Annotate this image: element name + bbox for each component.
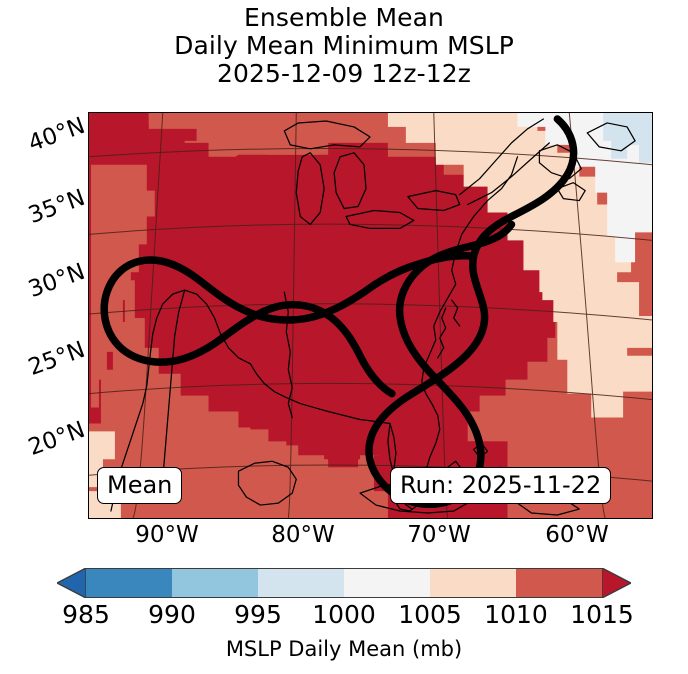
colorbar-tick-1015: 1015 xyxy=(570,600,634,629)
lon-tick-70W: 70°W xyxy=(407,522,471,548)
colorbar-band-1010-1015 xyxy=(516,569,602,597)
colorbar-tick-1010: 1010 xyxy=(484,600,548,629)
title-line-2: Daily Mean Minimum MSLP xyxy=(174,31,514,60)
lat-tick-40N: 40°N xyxy=(25,112,89,158)
figure-title: Ensemble Mean Daily Mean Minimum MSLP 20… xyxy=(0,4,688,88)
colorbar-title: MSLP Daily Mean (mb) xyxy=(225,637,463,661)
colorbar-ticks: 985 990 995 1000 1005 1010 1015 xyxy=(0,600,688,632)
lat-tick-20N: 20°N xyxy=(25,416,89,462)
colorbar-band-985-990 xyxy=(86,569,172,597)
lon-tick-60W: 60°W xyxy=(545,522,609,548)
colorbar-under-arrow xyxy=(57,568,86,598)
title-line-1: Ensemble Mean xyxy=(244,3,444,32)
run-annotation-box: Run: 2025-11-22 xyxy=(390,467,612,504)
lon-tick-80W: 80°W xyxy=(271,522,335,548)
colorbar-band-995-1000 xyxy=(258,569,344,597)
colorbar-tick-1000: 1000 xyxy=(312,600,376,629)
mean-annotation-box: Mean xyxy=(97,467,183,504)
colorbar-tick-990: 990 xyxy=(148,600,196,629)
lat-tick-30N: 30°N xyxy=(25,258,89,304)
colorbar-tick-1005: 1005 xyxy=(398,600,462,629)
colorbar-tick-985: 985 xyxy=(62,600,110,629)
lat-tick-35N: 35°N xyxy=(25,184,89,230)
map-panel xyxy=(88,112,653,519)
isobar-contour xyxy=(100,115,578,508)
run-annotation-label: Run: 2025-11-22 xyxy=(400,471,602,499)
map-canvas xyxy=(89,113,652,518)
title-line-3: 2025-12-09 12z-12z xyxy=(217,59,471,88)
colorbar-bands xyxy=(86,568,602,598)
mean-annotation-label: Mean xyxy=(107,471,173,499)
lon-tick-90W: 90°W xyxy=(135,522,199,548)
colorbar-over-arrow xyxy=(602,568,631,598)
colorbar-band-1005-1010 xyxy=(430,569,516,597)
colorbar xyxy=(57,568,631,598)
colorbar-band-990-995 xyxy=(172,569,258,597)
colorbar-band-1000-1005 xyxy=(344,569,430,597)
lat-tick-25N: 25°N xyxy=(25,336,89,382)
colorbar-tick-995: 995 xyxy=(234,600,282,629)
